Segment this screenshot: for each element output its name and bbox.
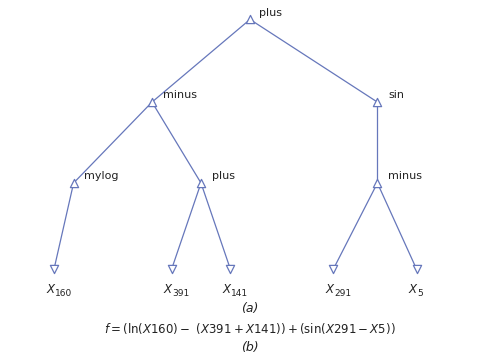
Text: mylog: mylog — [84, 171, 119, 181]
Text: (b): (b) — [241, 341, 259, 354]
Text: 141: 141 — [232, 289, 248, 298]
Point — [330, 266, 338, 272]
Point — [70, 180, 78, 186]
Text: X: X — [164, 283, 172, 296]
Text: minus: minus — [163, 90, 197, 100]
Text: X: X — [46, 283, 54, 296]
Text: sin: sin — [388, 90, 404, 100]
Point — [374, 99, 382, 105]
Point — [197, 180, 205, 186]
Text: 291: 291 — [334, 289, 351, 298]
Point — [246, 17, 254, 22]
Text: minus: minus — [388, 171, 422, 181]
Point — [148, 99, 156, 105]
Text: 160: 160 — [55, 289, 72, 298]
Text: 391: 391 — [172, 289, 190, 298]
Text: 5: 5 — [418, 289, 424, 298]
Text: (a): (a) — [242, 302, 258, 315]
Point — [226, 266, 234, 272]
Point — [412, 266, 420, 272]
Text: $f = (\ln(X160) - \ (X391 + X141)) + (\sin(X291 - X5))$: $f = (\ln(X160) - \ (X391 + X141)) + (\s… — [104, 321, 396, 336]
Point — [374, 180, 382, 186]
Text: X: X — [222, 283, 230, 296]
Point — [168, 266, 175, 272]
Text: X: X — [408, 283, 416, 296]
Text: plus: plus — [212, 171, 235, 181]
Text: plus: plus — [259, 8, 282, 18]
Point — [50, 266, 58, 272]
Text: X: X — [326, 283, 334, 296]
